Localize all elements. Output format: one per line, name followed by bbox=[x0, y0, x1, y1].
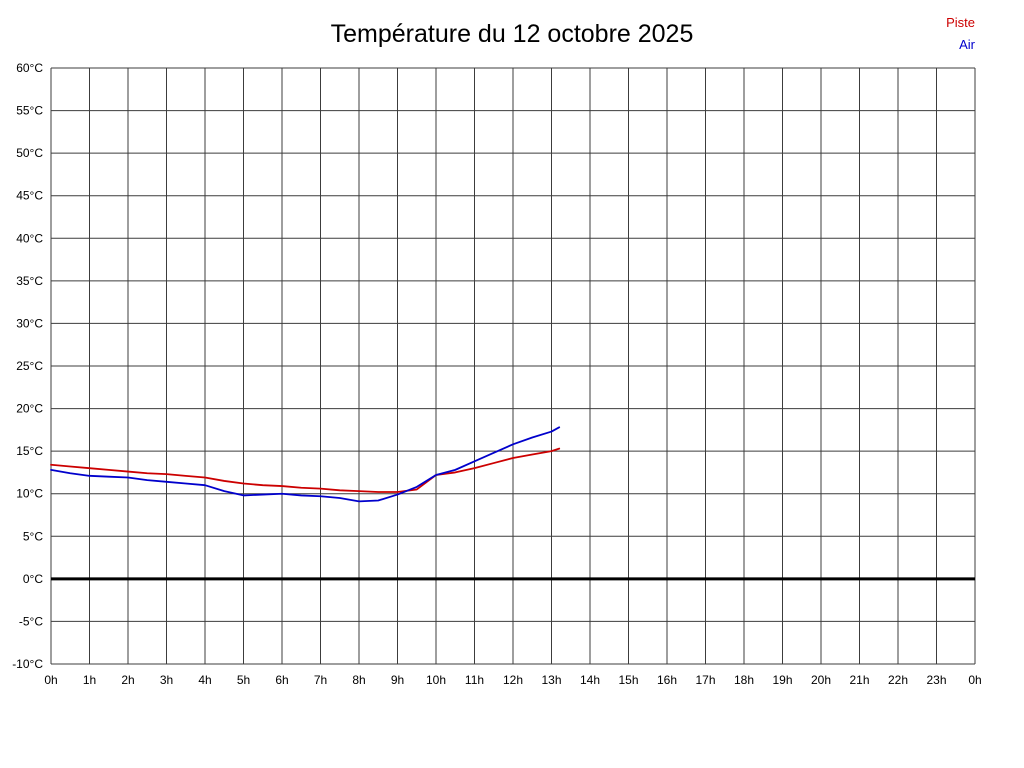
legend-item-air: Air bbox=[946, 34, 975, 56]
x-tick-label: 1h bbox=[83, 673, 96, 687]
x-tick-label: 23h bbox=[926, 673, 946, 687]
y-tick-label: 40°C bbox=[16, 231, 43, 245]
x-tick-label: 0h bbox=[44, 673, 57, 687]
x-tick-label: 10h bbox=[426, 673, 446, 687]
x-tick-label: 16h bbox=[657, 673, 677, 687]
y-tick-label: 45°C bbox=[16, 189, 43, 203]
x-tick-label: 12h bbox=[503, 673, 523, 687]
x-tick-label: 3h bbox=[160, 673, 173, 687]
x-tick-label: 18h bbox=[734, 673, 754, 687]
x-tick-label: 19h bbox=[772, 673, 792, 687]
x-tick-label: 6h bbox=[275, 673, 288, 687]
y-tick-label: -5°C bbox=[19, 614, 43, 628]
x-tick-label: 9h bbox=[391, 673, 404, 687]
y-tick-label: 15°C bbox=[16, 444, 43, 458]
y-tick-label: -10°C bbox=[12, 657, 43, 671]
y-tick-label: 60°C bbox=[16, 61, 43, 75]
legend-label-piste: Piste bbox=[946, 15, 975, 30]
legend-label-air: Air bbox=[959, 37, 975, 52]
x-tick-label: 8h bbox=[352, 673, 365, 687]
y-tick-label: 25°C bbox=[16, 359, 43, 373]
x-tick-label: 15h bbox=[618, 673, 638, 687]
x-tick-label: 20h bbox=[811, 673, 831, 687]
x-tick-label: 2h bbox=[121, 673, 134, 687]
x-tick-label: 4h bbox=[198, 673, 211, 687]
series-line-piste bbox=[50, 447, 561, 493]
chart-legend: Piste Air bbox=[946, 12, 975, 56]
x-tick-label: 17h bbox=[695, 673, 715, 687]
series-line-air bbox=[50, 426, 561, 503]
y-tick-label: 35°C bbox=[16, 274, 43, 288]
y-tick-label: 5°C bbox=[23, 529, 43, 543]
x-tick-label: 21h bbox=[849, 673, 869, 687]
chart-title: Température du 12 octobre 2025 bbox=[330, 20, 694, 48]
x-tick-label: 22h bbox=[888, 673, 908, 687]
legend-item-piste: Piste bbox=[946, 12, 975, 34]
y-tick-label: 0°C bbox=[23, 572, 43, 586]
x-tick-label: 14h bbox=[580, 673, 600, 687]
x-tick-label: 13h bbox=[541, 673, 561, 687]
x-tick-label: 0h bbox=[968, 673, 981, 687]
y-tick-label: 20°C bbox=[16, 402, 43, 416]
x-tick-label: 11h bbox=[465, 673, 484, 687]
y-tick-label: 55°C bbox=[16, 104, 43, 118]
x-tick-label: 5h bbox=[237, 673, 250, 687]
y-tick-label: 50°C bbox=[16, 146, 43, 160]
x-tick-label: 7h bbox=[314, 673, 327, 687]
y-tick-label: 30°C bbox=[16, 316, 43, 330]
y-tick-label: 10°C bbox=[16, 487, 43, 501]
